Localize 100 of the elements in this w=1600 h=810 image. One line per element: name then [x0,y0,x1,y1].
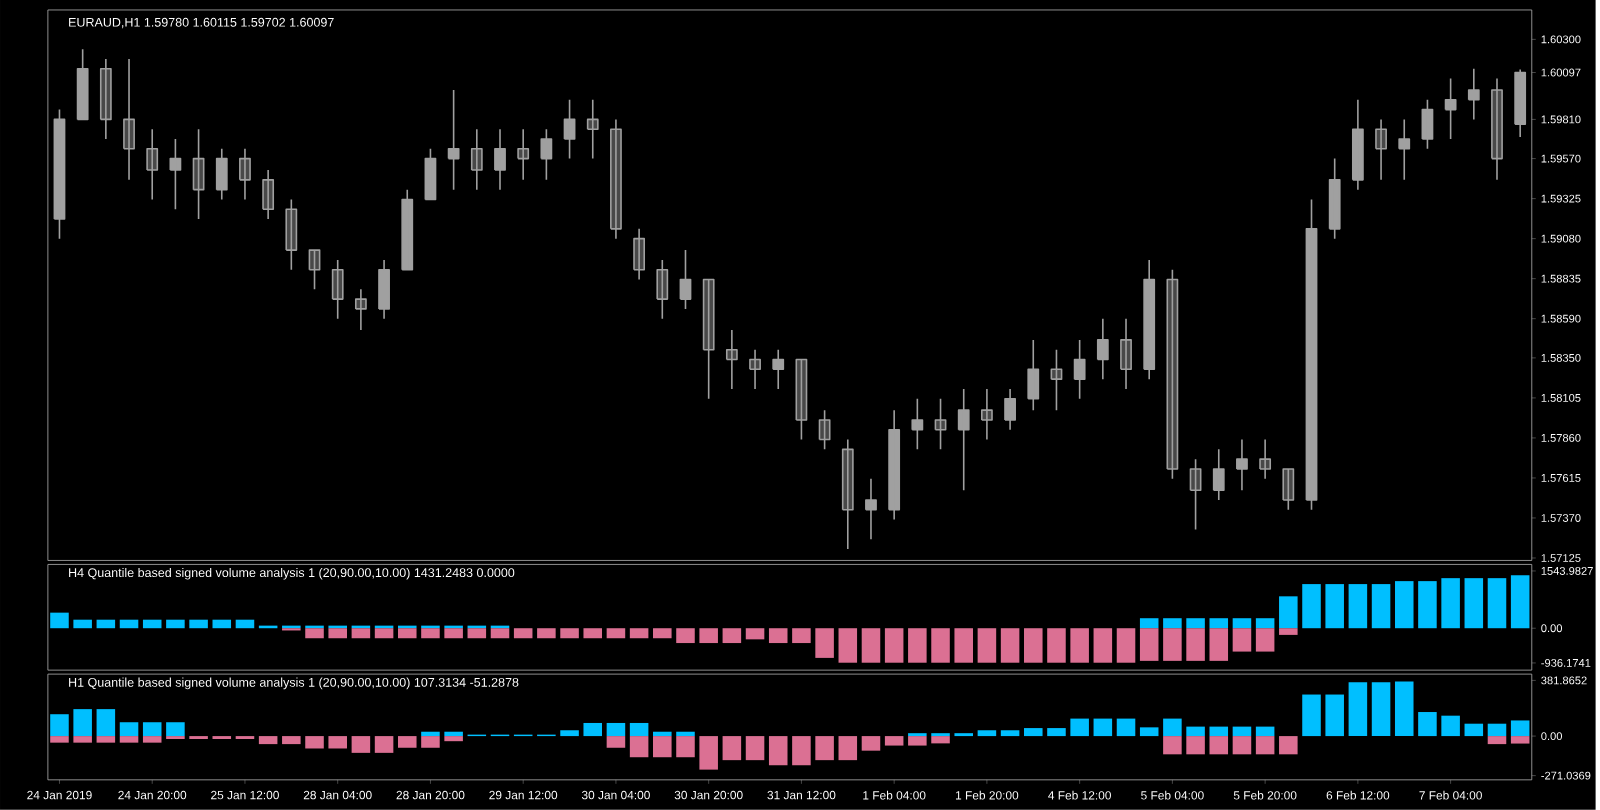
bar [768,736,788,766]
bar [1371,682,1391,737]
bar [861,736,881,751]
bar [305,628,324,639]
bar [235,619,255,629]
bar [374,736,394,753]
bar [745,628,765,640]
bar [583,628,603,639]
bar [653,736,672,758]
bar [1418,581,1437,629]
candlestick [239,148,251,201]
bar [1000,628,1020,663]
bar [1464,578,1484,629]
bar [1070,628,1089,663]
candlestick [888,409,901,521]
bar [1139,727,1159,737]
candlestick [1351,99,1364,191]
bar [1186,726,1205,737]
candlestick [146,128,159,201]
bar [1325,694,1344,737]
candlestick [1050,349,1063,412]
bar [1302,584,1321,629]
candlestick [1120,318,1132,390]
bar [1232,736,1252,755]
candlestick [1212,448,1225,501]
bar [1325,584,1344,629]
bar [166,722,185,737]
candlestick [656,259,669,320]
candlestick [1143,259,1156,381]
candlestick [123,58,135,181]
bar [1163,618,1182,629]
candlestick [633,228,646,281]
candlestick [378,259,390,320]
bar [96,736,116,743]
bar [908,736,927,746]
bar [1441,715,1460,737]
bar [96,619,116,629]
candlestick [934,398,947,451]
bar [884,736,904,746]
bar [328,736,347,749]
bar [884,628,904,663]
bar [977,730,997,737]
bar [1348,584,1368,629]
candlestick [679,249,692,310]
bar [606,628,626,639]
candlestick [981,388,993,441]
bar [815,628,834,659]
bar [861,628,881,663]
bar [768,628,788,644]
bar [653,731,672,737]
bar [954,628,973,663]
candlestick [957,388,970,492]
candlestick [865,478,877,541]
bar [1302,694,1321,737]
candlestick [772,349,785,390]
candlestick [1444,77,1457,140]
candlestick [331,259,344,320]
bar [1510,736,1530,744]
bar [142,722,162,737]
candlestick [169,138,182,211]
bar [606,723,626,737]
bar [212,619,232,629]
bar [1047,628,1066,663]
candlestick [749,349,761,390]
candlestick [1236,438,1248,492]
bar [96,709,116,737]
bar [676,731,695,737]
bar [513,628,533,639]
bar [722,736,742,761]
candlestick [586,99,599,160]
bar [1139,628,1159,661]
candlestick [818,409,831,451]
bar [1116,628,1136,663]
bar [1348,682,1368,737]
bar [1510,720,1530,737]
candlestick [1027,339,1040,412]
candlestick [1096,318,1109,381]
bar [1116,718,1136,737]
bar [931,628,950,663]
candlestick [540,128,553,181]
bar [908,628,927,663]
bar [73,619,92,629]
bar [1279,736,1298,755]
candlestick [1467,68,1480,121]
bar [1232,628,1252,652]
bar [722,628,742,644]
bar [699,628,718,644]
candlestick [354,288,367,332]
bar [1163,628,1182,661]
bar [305,736,324,749]
bar [1186,618,1205,629]
bar [1209,628,1229,661]
candlestick [470,128,483,191]
bar [606,736,626,748]
bar [50,612,69,629]
bar [119,736,139,743]
candlestick [911,398,924,451]
bar [676,628,695,644]
bar [838,628,858,663]
bar [1186,736,1205,755]
